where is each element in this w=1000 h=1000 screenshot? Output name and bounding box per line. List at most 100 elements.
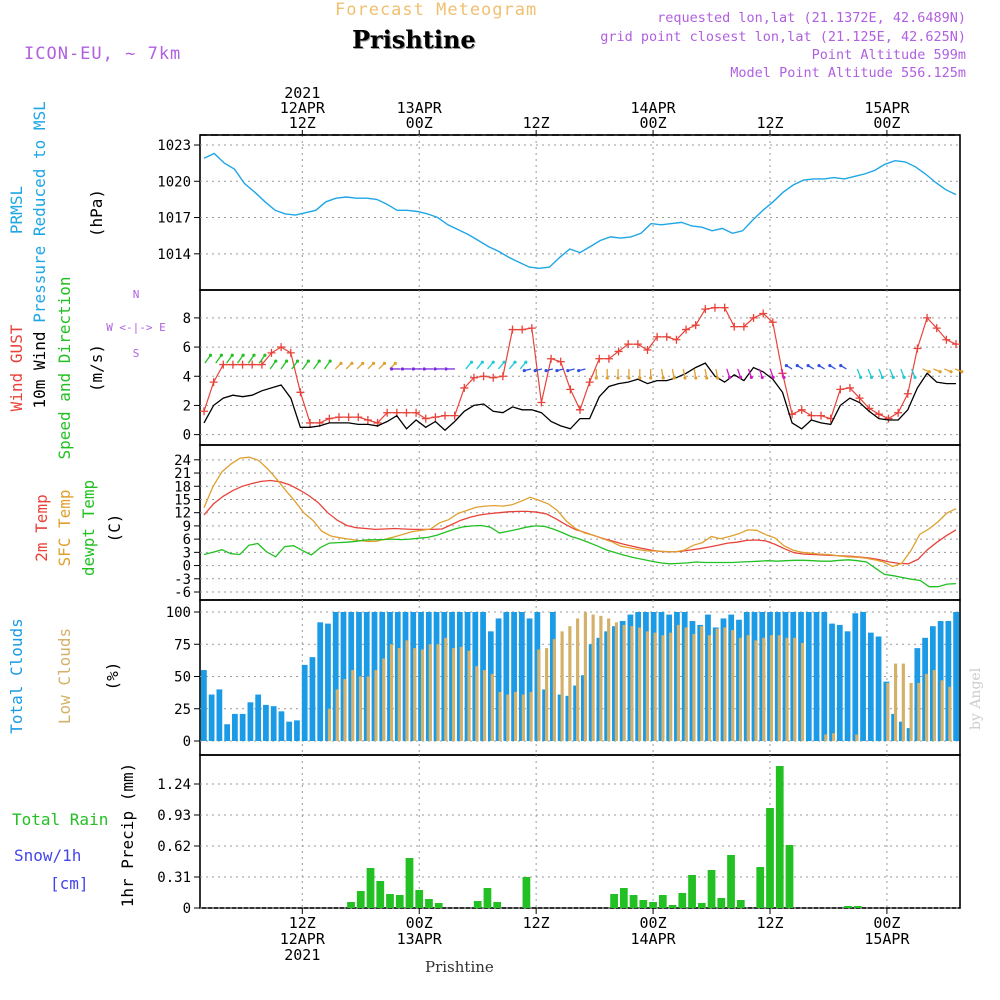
low-cloud-bar [917,682,921,741]
wind-direction-arrow [269,360,277,370]
wind-direction-arrowhead [806,363,810,368]
wind-direction-arrowhead [960,370,964,374]
y-tick-label: 50 [174,670,191,686]
y-tick-label: 15 [174,492,191,508]
top-time-label: 00Z [873,114,900,132]
wind-direction-arrowhead [350,361,354,365]
wind-direction-arrowhead [938,370,942,374]
wind-direction-arrowhead [252,353,256,357]
wind-direction-arrowhead [771,375,775,379]
wind-direction-arrowhead [627,376,631,380]
wind-direction-arrowhead [672,376,676,380]
wind-direction-arrowhead [544,369,548,373]
gust-marker [653,332,662,341]
model-altitude: Model Point Altitude 556.125m [730,65,966,81]
low-cloud-bar [436,644,440,741]
gust-marker [874,410,883,419]
low-cloud-bar [762,637,766,741]
wind-direction-arrowhead [782,375,786,379]
wind-direction-arrowhead [241,353,245,357]
rain-bar [415,890,424,908]
y-tick-label: 0.31 [157,870,191,886]
temp-line-dewpt [203,524,957,588]
low-cloud-bar [630,626,634,741]
total-cloud-bar [332,612,339,741]
gust-marker [913,344,922,353]
wind-direction-arrowhead [839,363,843,368]
gust-marker [759,309,768,318]
low-cloud-bar [490,673,494,741]
gust-marker [576,405,584,414]
low-cloud-bar [940,680,944,741]
wind-direction-arrowhead [694,376,698,380]
panel-unit-ms: (m/s) [87,344,106,392]
bottom-time-label: 2021 [284,946,320,964]
gust-marker [441,411,450,420]
low-cloud-bar [467,650,471,741]
gust-marker [498,372,507,381]
wind-direction-arrowhead [295,359,300,363]
compass-north: N [133,288,140,301]
low-cloud-bar [622,624,626,741]
wind-direction-arrowhead [306,359,310,363]
wind-direction-arrowhead [502,360,506,364]
low-cloud-bar [669,632,673,741]
compass-south: S [133,347,140,360]
low-cloud-bar [327,708,332,741]
wind-direction-arrow [291,360,299,370]
total-cloud-bar [852,613,859,741]
wind-direction-arrowhead [949,370,953,374]
y-tick-label: 0 [183,901,191,917]
low-cloud-bar [413,648,417,741]
y-tick-label: -3 [174,572,191,588]
panel-label-snow: Snow/1h [14,846,81,865]
wind-speed-line [203,362,956,432]
bottom-time-label: 15APR [864,930,910,948]
total-cloud-bar [875,636,882,741]
rain-bar [473,901,482,908]
low-cloud-bar [886,682,890,741]
gust-marker [768,318,777,327]
page-title: Prishtine [352,25,476,54]
rain-bar [522,877,531,908]
gust-marker [932,324,941,333]
wind-direction-arrowhead [524,360,528,364]
rain-bar [678,893,687,908]
y-tick-label: 25 [174,702,191,718]
rain-bar [395,895,404,908]
gust-marker [624,340,633,349]
rain-bar [853,906,862,908]
gust-marker [739,322,748,331]
wind-direction-arrowhead [616,376,620,380]
total-cloud-bar [953,612,959,741]
low-cloud-bar [591,614,595,741]
rain-bar [658,895,667,908]
wind-direction-arrowhead [795,363,799,368]
gust-marker [749,313,758,322]
model-label: ICON-EU, ~ 7km [24,44,182,64]
panel-unit-c: (C) [105,514,124,543]
wind-direction-arrowhead [285,359,289,363]
wind-direction-arrowhead [339,361,343,365]
low-cloud-bar [343,679,347,741]
wind-direction-arrow [226,354,233,364]
low-cloud-bar [932,670,936,741]
low-cloud-bar [800,642,805,741]
rain-bar [668,905,677,908]
gust-marker [903,389,912,398]
low-cloud-bar [909,682,913,741]
wind-direction-arrowhead [444,367,448,371]
wind-direction-arrowhead [828,363,832,368]
wind-direction-arrow [204,354,212,364]
gust-marker [923,313,932,322]
low-cloud-bar [482,670,487,741]
gust-marker [614,347,623,356]
wind-direction-arrowhead [749,375,753,379]
gust-marker [797,405,806,414]
low-cloud-bar [653,632,657,741]
low-cloud-bar [475,666,479,741]
total-cloud-bar [286,721,293,741]
low-cloud-bar [358,676,363,741]
low-cloud-bar [894,663,898,741]
low-cloud-bar [676,624,681,741]
